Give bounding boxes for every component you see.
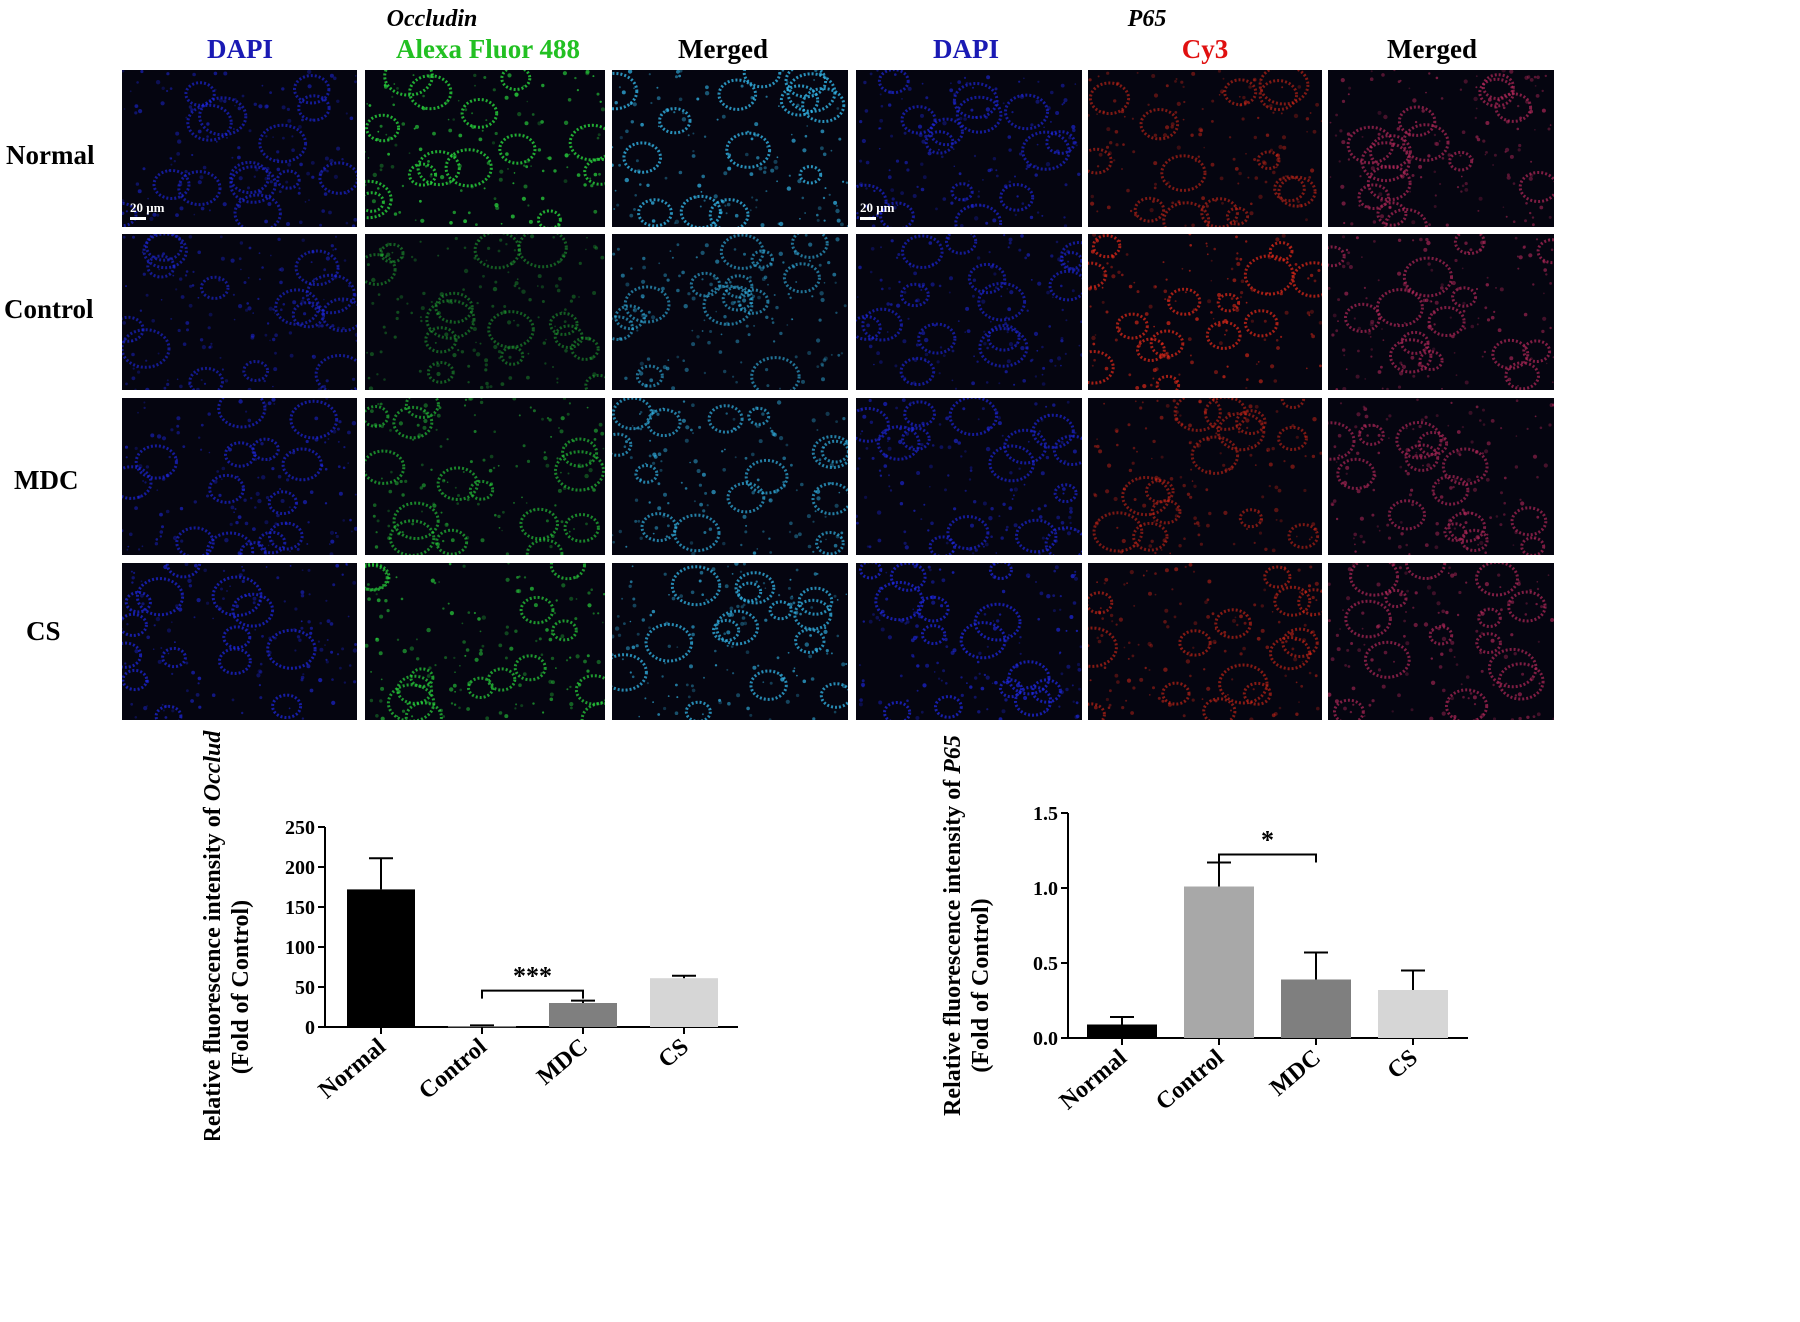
bar-normal xyxy=(347,889,415,1027)
micrograph-control-p65-dapi xyxy=(856,234,1082,390)
scale-bar-line xyxy=(860,217,876,220)
channel-label-cy3: Cy3 xyxy=(1181,34,1229,64)
channel-label-dapi-occludin: DAPI xyxy=(207,34,273,64)
row-label-cs: CS xyxy=(26,616,61,646)
y-tick-label: 50 xyxy=(295,977,315,999)
x-tick-label-control: Control xyxy=(414,1033,492,1104)
y-axis-label-text: Relative fluorescence intensity of xyxy=(940,774,966,1116)
micrograph-mdc-occludin-merged xyxy=(612,398,848,555)
y-tick-label: 100 xyxy=(285,937,315,959)
y-axis-label: Relative fluorescence intensity of Occlu… xyxy=(200,730,226,1140)
row-label-normal: Normal xyxy=(6,140,95,170)
micrograph-cs-p65-dapi xyxy=(856,563,1082,720)
bar-normal xyxy=(1087,1024,1157,1038)
x-tick-label-control: Control xyxy=(1151,1044,1229,1115)
y-tick-label: 0.0 xyxy=(1033,1028,1058,1050)
y-tick-label: 0.5 xyxy=(1033,953,1058,975)
x-tick-label-cs: CS xyxy=(1383,1045,1423,1085)
group-label-occludin: Occludin xyxy=(386,6,478,32)
y-tick-label: 1.5 xyxy=(1033,803,1058,825)
significance-bracket xyxy=(481,989,584,999)
micrograph-control-occludin-merged xyxy=(612,234,848,390)
micrograph-control-occludin-alexa xyxy=(365,234,605,390)
x-tick-label-mdc: MDC xyxy=(1265,1045,1326,1102)
micrograph-normal-p65-merged xyxy=(1328,70,1554,227)
y-tick-label: 150 xyxy=(285,897,315,919)
channel-label-merged-p65: Merged xyxy=(1387,34,1477,64)
scale-bar-label: 20 μm xyxy=(130,200,165,215)
y-axis-label-text: Relative fluorescence intensity of xyxy=(200,801,226,1140)
x-tick-label-cs: CS xyxy=(654,1034,694,1074)
group-label-p65: P65 xyxy=(1127,6,1167,32)
micrograph-control-p65-cy3 xyxy=(1088,234,1322,390)
micrograph-mdc-p65-dapi xyxy=(856,398,1082,555)
occludin-bar-chart: Relative fluorescence intensity of Occlu… xyxy=(200,730,738,1140)
micrograph-cs-p65-merged xyxy=(1328,563,1554,720)
y-tick-label: 250 xyxy=(285,817,315,839)
y-axis-label-units: (Fold of Control) xyxy=(968,898,994,1072)
x-tick-label-normal: Normal xyxy=(1055,1044,1132,1115)
y-axis-label-gene: Occludin xyxy=(200,730,226,801)
scale-bar-p65: 20 μm xyxy=(860,200,894,220)
channel-label-alexa-fluor-488: Alexa Fluor 488 xyxy=(396,34,580,64)
micrograph-normal-p65-dapi xyxy=(856,70,1082,227)
micrograph-control-occludin-dapi xyxy=(122,234,357,390)
micrograph-cs-occludin-merged xyxy=(612,563,848,720)
channel-label-merged-occludin: Merged xyxy=(678,34,768,64)
y-tick-label: 0 xyxy=(305,1017,315,1039)
x-tick-label-mdc: MDC xyxy=(532,1034,593,1091)
bar-control xyxy=(448,1026,516,1028)
scale-bar-label: 20 μm xyxy=(860,200,895,215)
p65-bar-chart: Relative fluorescence intensity of P65(F… xyxy=(940,735,1468,1116)
significance-marker: *** xyxy=(513,962,552,991)
micrograph-normal-occludin-dapi xyxy=(122,70,357,227)
scale-bar-occludin: 20 μm xyxy=(130,200,164,220)
significance-bracket xyxy=(1218,853,1317,863)
micrograph-cs-p65-cy3 xyxy=(1088,563,1322,720)
significance-marker: * xyxy=(1261,826,1274,855)
bar-control xyxy=(1184,886,1254,1038)
micrograph-normal-occludin-alexa xyxy=(365,70,605,227)
micrograph-normal-occludin-merged xyxy=(612,70,848,227)
micrograph-mdc-occludin-dapi xyxy=(122,398,357,555)
row-label-mdc: MDC xyxy=(14,465,79,495)
micrograph-mdc-p65-cy3 xyxy=(1088,398,1322,555)
y-axis-label-units: (Fold of Control) xyxy=(228,900,254,1074)
micrograph-mdc-occludin-alexa xyxy=(365,398,605,555)
micrograph-control-p65-merged xyxy=(1328,234,1554,390)
bar-cs xyxy=(1378,990,1448,1038)
channel-label-dapi-p65: DAPI xyxy=(933,34,999,64)
bar-cs xyxy=(650,978,718,1027)
y-axis-label-gene: P65 xyxy=(940,735,966,775)
bar-mdc xyxy=(1281,979,1351,1038)
scale-bar-line xyxy=(130,217,146,220)
row-label-control: Control xyxy=(4,294,94,324)
y-tick-label: 200 xyxy=(285,857,315,879)
x-tick-label-normal: Normal xyxy=(314,1033,391,1104)
micrograph-cs-occludin-dapi xyxy=(122,563,357,720)
y-axis-label: Relative fluorescence intensity of P65 xyxy=(940,735,966,1116)
micrograph-normal-p65-cy3 xyxy=(1088,70,1322,227)
micrograph-mdc-p65-merged xyxy=(1328,398,1554,555)
y-tick-label: 1.0 xyxy=(1033,878,1058,900)
bar-mdc xyxy=(549,1003,617,1027)
micrograph-cs-occludin-alexa xyxy=(365,563,605,720)
